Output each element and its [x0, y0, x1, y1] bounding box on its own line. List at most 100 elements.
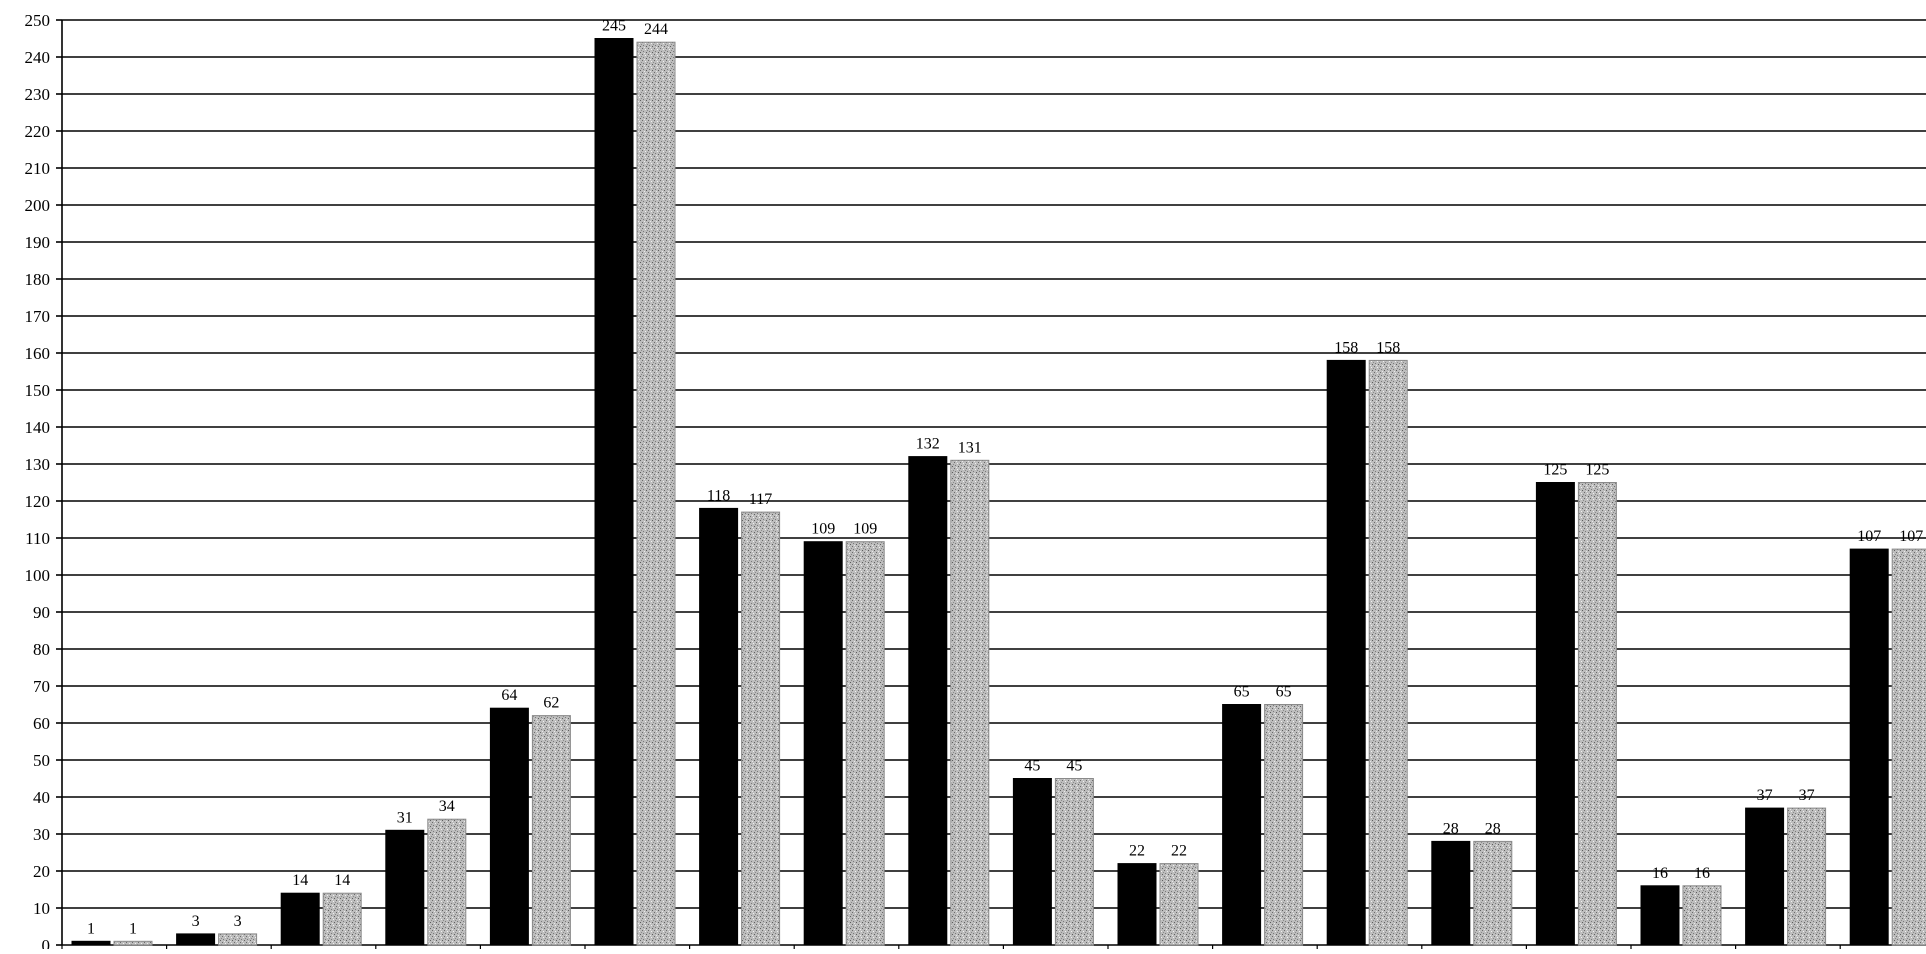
data-label-series-1-item-16: 16	[1652, 865, 1668, 882]
bar-series-2-item-12	[1264, 704, 1304, 946]
data-label-series-2-item-9: 131	[958, 439, 982, 456]
data-label-series-1-item-2: 3	[192, 913, 200, 930]
data-label-series-1-item-1: 1	[87, 920, 95, 937]
y-tick-label: 200	[25, 196, 51, 215]
bar-series-2-item-17	[1787, 807, 1827, 946]
data-label-series-2-item-10: 45	[1066, 758, 1082, 775]
data-label-series-1-item-4: 31	[397, 809, 413, 826]
y-tick-label: 250	[25, 11, 51, 30]
data-label-series-1-item-5: 64	[501, 687, 517, 704]
y-tick-label: 20	[33, 862, 50, 881]
bar-series-2-item-7	[741, 511, 781, 946]
data-label-series-1-item-7: 118	[707, 487, 730, 504]
y-tick-label: 140	[25, 418, 51, 437]
bar-series-2-item-14	[1473, 840, 1513, 946]
bar-series-1-item-1	[71, 940, 111, 946]
bar-series-1-item-17	[1745, 807, 1785, 946]
bar-series-2-item-9	[950, 459, 990, 946]
bar-series-1-item-18	[1849, 548, 1889, 946]
bar-series-2-item-6	[636, 41, 676, 946]
bar-series-1-item-12	[1222, 704, 1262, 946]
data-labels: 1 314316424511810913245226515828125163710…	[87, 18, 1923, 938]
y-tick-label: 230	[25, 85, 51, 104]
bar-series-1-item-5	[489, 707, 529, 946]
data-label-series-2-item-4: 34	[439, 798, 455, 815]
data-label-series-2-item-2: 3	[234, 913, 242, 930]
bar-series-1-item-6	[594, 38, 634, 946]
y-axis-tick-labels: 0 10 20 30 40 50 60 70 80 90 100 110 120 130 140 150 160…	[25, 11, 51, 954]
bar-series-2-item-3	[322, 892, 362, 946]
data-label-series-1-item-3: 14	[292, 872, 308, 889]
bar-series-2-item-8	[845, 541, 885, 946]
data-label-series-2-item-15: 125	[1585, 462, 1609, 479]
bar-series-1-item-10	[1012, 778, 1052, 946]
bar-series-1-item-4	[385, 829, 425, 946]
data-label-series-2-item-1: 1	[129, 920, 137, 937]
bar-series-1-item-11	[1117, 863, 1157, 946]
y-tick-label: 10	[33, 899, 50, 918]
bar-series-2-item-11	[1159, 863, 1199, 946]
data-label-series-1-item-14: 28	[1443, 820, 1459, 837]
bar-series-1-item-9	[908, 456, 948, 946]
bars	[71, 38, 1926, 946]
bar-series-1-item-13	[1326, 359, 1366, 946]
data-label-series-2-item-18: 107	[1899, 528, 1923, 545]
y-tick-label: 160	[25, 344, 51, 363]
y-tick-label: 50	[33, 751, 50, 770]
data-label-series-2-item-14: 28	[1485, 820, 1501, 837]
y-tick-label: 70	[33, 677, 50, 696]
bar-series-2-item-16	[1682, 885, 1722, 946]
data-label-series-2-item-17: 37	[1799, 787, 1815, 804]
y-tick-label: 150	[25, 381, 51, 400]
bar-series-1-item-7	[699, 507, 739, 946]
bar-series-2-item-13	[1368, 359, 1408, 946]
bar-series-1-item-3	[280, 892, 320, 946]
y-tick-label: 180	[25, 270, 51, 289]
bar-series-1-item-2	[176, 933, 216, 946]
y-tick-label: 100	[25, 566, 51, 585]
y-tick-label: 120	[25, 492, 51, 511]
bar-series-2-item-4	[427, 818, 467, 946]
y-tick-label: 0	[42, 936, 51, 949]
data-label-series-1-item-8: 109	[811, 521, 835, 538]
data-label-series-2-item-5: 62	[543, 695, 559, 712]
data-label-series-2-item-6: 244	[644, 21, 668, 38]
bar-series-1-item-8	[803, 541, 843, 946]
bar-series-1-item-15	[1535, 482, 1575, 946]
data-label-series-1-item-11: 22	[1129, 843, 1145, 860]
y-tick-label: 110	[25, 529, 50, 548]
y-tick-label: 60	[33, 714, 50, 733]
y-tick-label: 190	[25, 233, 51, 252]
data-label-series-2-item-11: 22	[1171, 843, 1187, 860]
data-label-series-1-item-13: 158	[1334, 339, 1358, 356]
bar-series-2-item-15	[1577, 482, 1617, 946]
data-label-series-1-item-18: 107	[1857, 528, 1881, 545]
y-tick-label: 90	[33, 603, 50, 622]
bar-series-2-item-1	[113, 940, 153, 946]
data-label-series-2-item-7: 117	[749, 491, 772, 508]
data-label-series-2-item-16: 16	[1694, 865, 1710, 882]
bar-series-2-item-2	[218, 933, 258, 946]
y-tick-label: 210	[25, 159, 51, 178]
y-tick-label: 80	[33, 640, 50, 659]
data-label-series-2-item-12: 65	[1276, 684, 1292, 701]
bar-series-1-item-14	[1431, 840, 1471, 946]
y-tick-label: 170	[25, 307, 51, 326]
data-label-series-1-item-17: 37	[1757, 787, 1773, 804]
bar-series-2-item-18	[1891, 548, 1926, 946]
data-label-series-1-item-6: 245	[602, 18, 626, 35]
data-label-series-2-item-8: 109	[853, 521, 877, 538]
y-tick-label: 30	[33, 825, 50, 844]
data-label-series-2-item-13: 158	[1376, 339, 1400, 356]
y-tick-label: 40	[33, 788, 50, 807]
y-tick-label: 240	[25, 48, 51, 67]
data-label-series-1-item-9: 132	[916, 436, 940, 453]
bar-series-2-item-10	[1054, 778, 1094, 946]
data-label-series-2-item-3: 14	[334, 872, 350, 889]
bar-series-1-item-16	[1640, 885, 1680, 946]
data-label-series-1-item-12: 65	[1234, 684, 1250, 701]
bar-series-2-item-5	[531, 715, 571, 946]
data-label-series-1-item-15: 125	[1543, 462, 1567, 479]
